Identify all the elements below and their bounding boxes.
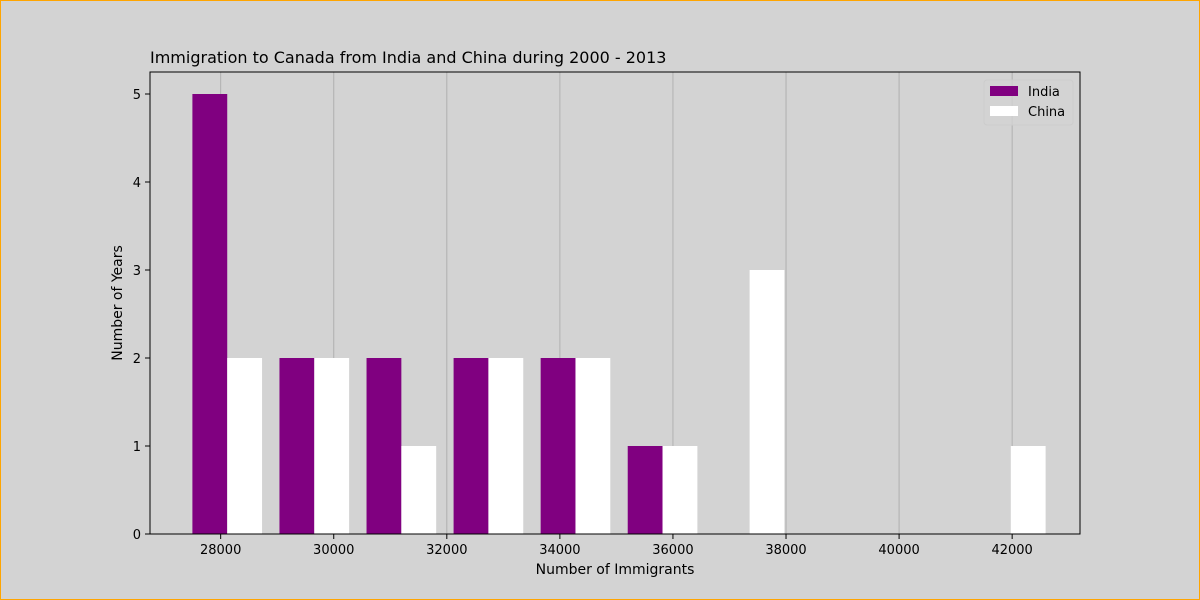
bar-china-bin-5 — [662, 446, 698, 534]
bar-india-bin-4 — [540, 358, 576, 534]
y-tick-label: 4 — [133, 176, 141, 191]
bar-china-bin-0 — [227, 358, 263, 534]
y-axis-label: Number of Years — [110, 245, 126, 361]
x-tick-label: 40000 — [878, 543, 919, 558]
y-tick-label: 3 — [133, 264, 141, 279]
bar-india-bin-3 — [453, 358, 489, 534]
bar-china-bin-6 — [749, 270, 785, 534]
bar-china-bin-3 — [488, 358, 524, 534]
legend-swatch-china — [990, 106, 1018, 116]
y-tick-label: 0 — [133, 528, 141, 543]
x-tick-label: 30000 — [313, 543, 354, 558]
y-tick-label: 1 — [133, 440, 141, 455]
y-tick-label: 2 — [133, 352, 141, 367]
legend: India China — [983, 79, 1074, 126]
y-tick-label: 5 — [133, 88, 141, 103]
legend-label-china: China — [1028, 105, 1065, 120]
plot-area-frame — [149, 71, 1081, 535]
x-tick-label: 28000 — [200, 543, 241, 558]
x-tick-label: 42000 — [991, 543, 1032, 558]
x-tick-label: 34000 — [539, 543, 580, 558]
bar-china-bin-2 — [401, 446, 437, 534]
x-axis-label: Number of Immigrants — [536, 562, 695, 578]
bar-india-bin-1 — [279, 358, 315, 534]
bar-india-bin-5 — [627, 446, 663, 534]
legend-swatch-india — [990, 86, 1018, 96]
chart-title: Immigration to Canada from India and Chi… — [150, 48, 666, 67]
x-tick-label: 32000 — [426, 543, 467, 558]
bar-china-bin-9 — [1010, 446, 1046, 534]
bar-china-bin-4 — [575, 358, 611, 534]
bars — [192, 94, 1046, 534]
y-axis-ticks: 0 1 2 3 4 5 — [133, 88, 150, 543]
x-tick-label: 36000 — [652, 543, 693, 558]
bar-india-bin-2 — [366, 358, 402, 534]
x-tick-label: 38000 — [765, 543, 806, 558]
bar-india-bin-0 — [192, 94, 228, 534]
x-axis-ticks: 28000 30000 32000 34000 36000 38000 40000 42000 — [200, 534, 1033, 558]
bar-china-bin-1 — [314, 358, 350, 534]
legend-label-india: India — [1028, 85, 1060, 100]
